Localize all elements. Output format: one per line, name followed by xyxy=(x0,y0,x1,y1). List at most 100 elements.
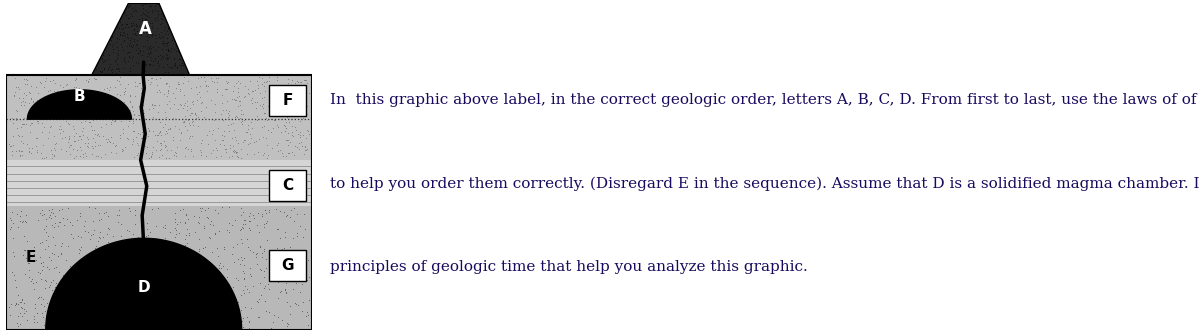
Point xyxy=(157,35,176,40)
Point xyxy=(227,153,246,158)
Point xyxy=(90,257,109,262)
Point xyxy=(186,302,205,307)
Point xyxy=(281,250,300,255)
Point xyxy=(85,76,104,82)
Point xyxy=(149,9,168,14)
Point xyxy=(56,257,76,262)
Point xyxy=(150,87,169,93)
Point xyxy=(121,108,140,113)
Point xyxy=(253,104,272,109)
Point xyxy=(103,243,122,248)
Point xyxy=(11,219,30,224)
Point xyxy=(149,53,168,58)
Point xyxy=(6,75,25,80)
Point xyxy=(109,219,128,224)
Point xyxy=(154,322,173,327)
Point xyxy=(106,118,125,123)
Point xyxy=(74,98,94,103)
Point xyxy=(232,111,251,116)
Point xyxy=(85,99,104,104)
Point xyxy=(223,252,242,257)
Point xyxy=(35,211,54,216)
Point xyxy=(119,16,138,21)
Point xyxy=(106,143,125,148)
Point xyxy=(97,139,116,144)
Point xyxy=(140,237,160,242)
Point xyxy=(186,112,205,118)
Point xyxy=(55,303,74,309)
Point xyxy=(146,90,166,95)
Point xyxy=(209,126,228,131)
Point xyxy=(140,48,160,53)
Point xyxy=(110,20,130,25)
Point xyxy=(19,274,38,280)
Point xyxy=(60,133,79,138)
Point xyxy=(248,314,268,320)
Point xyxy=(151,75,170,81)
Point xyxy=(146,67,166,72)
Point xyxy=(179,118,198,123)
Point xyxy=(6,107,25,113)
Point xyxy=(127,84,146,89)
Point xyxy=(125,26,144,31)
Point xyxy=(131,48,150,53)
Point xyxy=(228,155,247,160)
Point xyxy=(115,91,134,97)
Point xyxy=(151,270,170,275)
Point xyxy=(170,57,190,62)
Point xyxy=(20,130,40,135)
Point xyxy=(228,318,247,323)
Point xyxy=(64,235,83,241)
Point xyxy=(151,266,170,271)
Point xyxy=(170,207,190,212)
Point xyxy=(234,225,253,231)
Point xyxy=(115,24,134,30)
Point xyxy=(139,279,158,284)
Point xyxy=(192,205,211,211)
Point xyxy=(194,305,214,310)
Point xyxy=(234,217,253,222)
Point xyxy=(60,110,79,116)
Point xyxy=(133,16,152,21)
Point xyxy=(156,115,175,120)
Point xyxy=(38,214,58,219)
Point xyxy=(288,79,307,84)
Point xyxy=(12,297,31,303)
Point xyxy=(140,3,160,8)
Point xyxy=(84,325,103,330)
Point xyxy=(175,113,194,118)
Point xyxy=(209,267,228,273)
Point xyxy=(67,154,86,159)
Point xyxy=(290,130,310,135)
Point xyxy=(286,300,305,306)
Point xyxy=(218,122,238,128)
Point xyxy=(115,59,134,65)
Point xyxy=(124,138,143,144)
Point xyxy=(155,143,174,148)
Point xyxy=(167,85,186,90)
Point xyxy=(19,145,38,151)
Point xyxy=(74,101,94,106)
Point xyxy=(149,205,168,210)
Point xyxy=(166,216,185,221)
Point xyxy=(127,43,146,48)
Point xyxy=(287,85,306,91)
Point xyxy=(240,319,259,325)
Point xyxy=(14,233,34,238)
Point xyxy=(71,119,90,125)
Point xyxy=(40,207,59,213)
Point xyxy=(50,90,70,96)
Point xyxy=(22,278,41,283)
Point xyxy=(130,23,149,29)
Point xyxy=(161,127,180,132)
Point xyxy=(200,263,220,269)
Point xyxy=(41,216,60,221)
Point xyxy=(182,301,202,306)
Point xyxy=(98,306,118,311)
Point xyxy=(140,229,160,235)
Point xyxy=(71,153,90,158)
Point xyxy=(145,293,164,299)
Point xyxy=(151,316,170,321)
Point xyxy=(38,243,58,249)
Point xyxy=(121,11,140,16)
